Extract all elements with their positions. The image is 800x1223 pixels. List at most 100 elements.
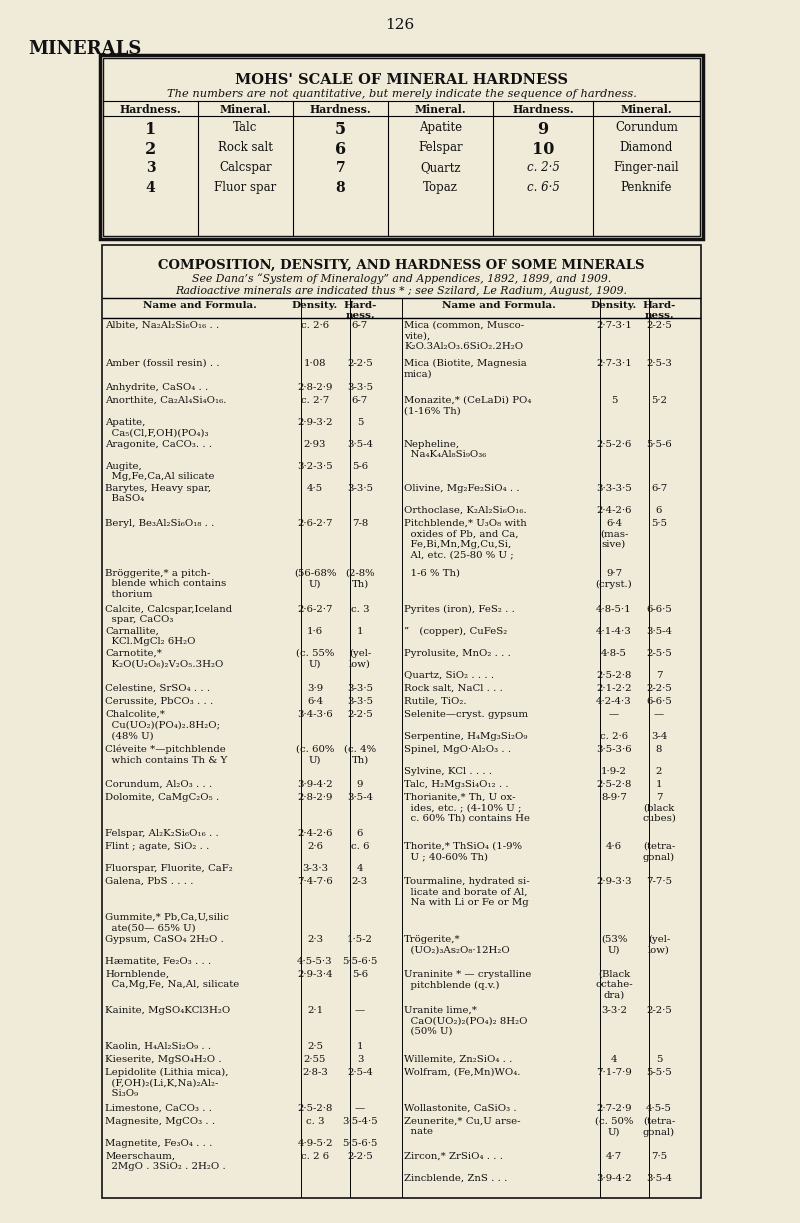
Text: c. 3: c. 3 [350, 605, 370, 614]
Text: 8-9·7: 8-9·7 [601, 793, 627, 802]
Text: Felspar, Al₂K₂Si₆O₁₆ . .: Felspar, Al₂K₂Si₆O₁₆ . . [105, 829, 218, 838]
Text: Spinel, MgO·Al₂O₃ . .: Spinel, MgO·Al₂O₃ . . [404, 745, 511, 755]
Text: Mineral.: Mineral. [414, 104, 466, 115]
Text: Kainite, MgSO₄KCl3H₂O: Kainite, MgSO₄KCl3H₂O [105, 1007, 230, 1015]
Text: 3: 3 [146, 161, 155, 175]
Text: Willemite, Zn₂SiO₄ . .: Willemite, Zn₂SiO₄ . . [404, 1055, 512, 1064]
Text: See Dana’s “System of Mineralogy” and Appendices, 1892, 1899, and 1909.: See Dana’s “System of Mineralogy” and Ap… [192, 273, 611, 284]
Text: Galena, PbS . . . .: Galena, PbS . . . . [105, 877, 194, 885]
Text: Monazite,* (CeLaDi) PO₄
(1-16% Th): Monazite,* (CeLaDi) PO₄ (1-16% Th) [404, 396, 531, 416]
Text: 4: 4 [357, 863, 363, 873]
Text: 2·7-3·1: 2·7-3·1 [596, 360, 632, 368]
Text: Mica (Biotite, Magnesia
mica): Mica (Biotite, Magnesia mica) [404, 360, 526, 379]
Text: Thorite,* ThSiO₄ (1-9%
  U ; 40-60% Th): Thorite,* ThSiO₄ (1-9% U ; 40-60% Th) [404, 841, 522, 861]
Text: —: — [355, 1007, 365, 1015]
Text: 5·5-6·5: 5·5-6·5 [342, 958, 378, 966]
Text: —: — [609, 711, 619, 719]
Text: 2·6: 2·6 [307, 841, 323, 851]
Text: Hardness.: Hardness. [512, 104, 574, 115]
Text: 3-3·5: 3-3·5 [347, 684, 373, 693]
Text: (tetra-
gonal): (tetra- gonal) [643, 841, 675, 861]
Text: Pyrolusite, MnO₂ . . .: Pyrolusite, MnO₂ . . . [404, 649, 511, 658]
Text: 2-2·5: 2-2·5 [646, 320, 672, 330]
Text: Barytes, Heavy spar,
  BaSO₄: Barytes, Heavy spar, BaSO₄ [105, 484, 211, 504]
Text: 3-3·3: 3-3·3 [302, 863, 328, 873]
Text: 5: 5 [357, 418, 363, 427]
Text: 3-3·5: 3-3·5 [347, 383, 373, 393]
Text: (c. 60%
U): (c. 60% U) [296, 745, 334, 764]
Text: 7
(black
cubes): 7 (black cubes) [642, 793, 676, 823]
Text: 2·8-2·9: 2·8-2·9 [298, 383, 333, 393]
Text: 3·5-4: 3·5-4 [347, 440, 373, 449]
Text: 4: 4 [146, 181, 155, 194]
Text: Quartz: Quartz [420, 161, 461, 174]
Text: Olivine, Mg₂Fe₂SiO₄ . .: Olivine, Mg₂Fe₂SiO₄ . . [404, 484, 520, 493]
Text: 3·2-3·5: 3·2-3·5 [297, 462, 333, 471]
Text: 3·3-3·5: 3·3-3·5 [596, 484, 632, 493]
Text: 9: 9 [357, 780, 363, 789]
Text: 7·5: 7·5 [651, 1152, 667, 1161]
Text: 6: 6 [357, 829, 363, 838]
Text: Corundum: Corundum [615, 121, 678, 135]
Text: 4·7: 4·7 [606, 1152, 622, 1161]
Text: 6-7: 6-7 [352, 396, 368, 405]
Text: Felspar: Felspar [418, 141, 463, 154]
Text: 4·5: 4·5 [307, 484, 323, 493]
Text: Corundum, Al₂O₃ . . .: Corundum, Al₂O₃ . . . [105, 780, 212, 789]
Text: 5·5-6·5: 5·5-6·5 [342, 1139, 378, 1148]
Text: 3·9-4·2: 3·9-4·2 [297, 780, 333, 789]
Text: 1: 1 [145, 121, 156, 138]
Text: Tourmaline, hydrated si-
  licate and borate of Al,
  Na with Li or Fe or Mg: Tourmaline, hydrated si- licate and bora… [404, 877, 530, 906]
Text: 3·5-4: 3·5-4 [646, 627, 672, 636]
Text: 2·3: 2·3 [307, 936, 323, 944]
Text: 3·5-3·6: 3·5-3·6 [596, 745, 632, 755]
Text: 2·6-2·7: 2·6-2·7 [298, 519, 333, 528]
Text: Hardness.: Hardness. [310, 104, 371, 115]
Text: Pitchblende,* U₃O₈ with
  oxides of Pb, and Ca,
  Fe,Bi,Mn,Mg,Cu,Si,
  Al, etc. : Pitchblende,* U₃O₈ with oxides of Pb, an… [404, 519, 526, 559]
Text: 5-5·5: 5-5·5 [646, 1068, 672, 1077]
Text: 2-2·5: 2-2·5 [347, 711, 373, 719]
Text: 2·8-2·9: 2·8-2·9 [298, 793, 333, 802]
Text: 3·5-4: 3·5-4 [646, 1174, 672, 1183]
Text: 2-5·5: 2-5·5 [646, 649, 672, 658]
Text: c. 2·6: c. 2·6 [301, 320, 329, 330]
Text: c. 2·7: c. 2·7 [301, 396, 329, 405]
Text: 9: 9 [538, 121, 549, 138]
Text: 3: 3 [357, 1055, 363, 1064]
Text: 2·4-2·6: 2·4-2·6 [596, 506, 632, 515]
Text: Hard-
ness.: Hard- ness. [642, 301, 676, 320]
Text: Rutile, TiO₂.: Rutile, TiO₂. [404, 697, 466, 706]
Text: Hard-
ness.: Hard- ness. [343, 301, 377, 320]
Text: Uraninite * — crystalline
  pitchblende (q.v.): Uraninite * — crystalline pitchblende (q… [404, 970, 531, 989]
Text: Augite,
  Mg,Fe,Ca,Al silicate: Augite, Mg,Fe,Ca,Al silicate [105, 462, 214, 482]
Text: Mica (common, Musco-
vite),
K₂O.3Al₂O₃.6SiO₂.2H₂O: Mica (common, Musco- vite), K₂O.3Al₂O₃.6… [404, 320, 524, 351]
Text: 2·7-3·1: 2·7-3·1 [596, 320, 632, 330]
Text: 2·7-2·9: 2·7-2·9 [596, 1104, 632, 1113]
Text: Topaz: Topaz [423, 181, 458, 194]
Text: Uranite lime,*
  CaO(UO₂)₂(PO₄)₂ 8H₂O
  (50% U): Uranite lime,* CaO(UO₂)₂(PO₄)₂ 8H₂O (50%… [404, 1007, 527, 1036]
Text: 1·9-2: 1·9-2 [601, 767, 627, 777]
Text: 126: 126 [386, 18, 414, 32]
Text: 2·1: 2·1 [307, 1007, 323, 1015]
Text: Talc: Talc [234, 121, 258, 135]
Text: 5: 5 [656, 1055, 662, 1064]
Text: 2-2·5: 2-2·5 [347, 1152, 373, 1161]
Bar [103, 57, 700, 236]
Text: (Black
octahe-
dra): (Black octahe- dra) [595, 970, 633, 999]
Text: Cerussite, PbCO₃ . . .: Cerussite, PbCO₃ . . . [105, 697, 214, 706]
Text: Amber (fossil resin) . .: Amber (fossil resin) . . [105, 360, 220, 368]
Text: (yel-
low): (yel- low) [349, 649, 371, 669]
Text: —: — [654, 711, 664, 719]
Text: 2-2·5: 2-2·5 [347, 360, 373, 368]
Text: Zircon,* ZrSiO₄ . . .: Zircon,* ZrSiO₄ . . . [404, 1152, 503, 1161]
Text: MOHS' SCALE OF MINERAL HARDNESS: MOHS' SCALE OF MINERAL HARDNESS [235, 73, 568, 87]
Text: 1: 1 [357, 627, 363, 636]
Text: 3-3·5: 3-3·5 [347, 484, 373, 493]
Text: 3-3·2: 3-3·2 [601, 1007, 627, 1015]
Text: 2·6-2·7: 2·6-2·7 [298, 605, 333, 614]
Text: 2·4-2·6: 2·4-2·6 [298, 829, 333, 838]
Text: c. 6·5: c. 6·5 [526, 181, 559, 194]
Text: 2: 2 [656, 767, 662, 777]
Text: Carnotite,*
  K₂O(U₂O₆)₂V₂O₅.3H₂O: Carnotite,* K₂O(U₂O₆)₂V₂O₅.3H₂O [105, 649, 223, 669]
Text: 1: 1 [357, 1042, 363, 1051]
